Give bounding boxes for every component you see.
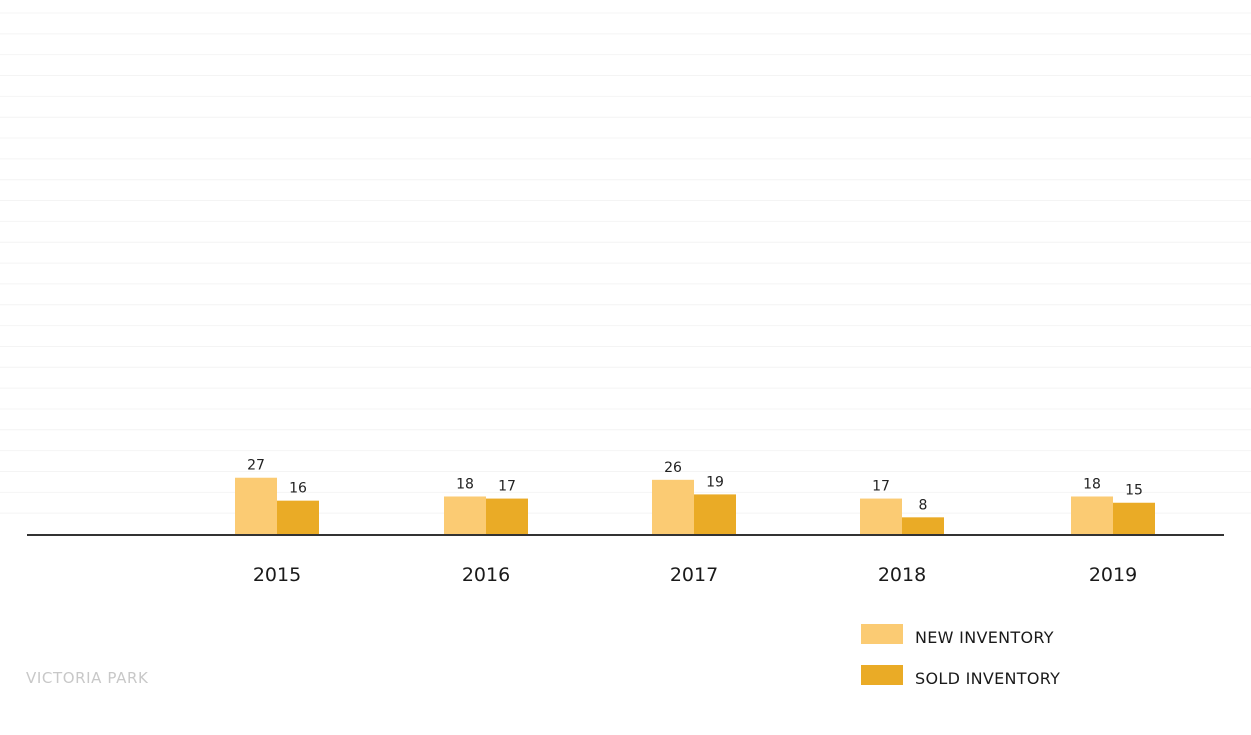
bars	[235, 477, 1155, 534]
data-label-sold-2018: 8	[919, 497, 928, 513]
data-label-new-2015: 27	[247, 458, 265, 474]
bar-new-inventory-2019	[1071, 496, 1113, 534]
data-label-sold-2016: 17	[498, 479, 516, 495]
data-label-new-2019: 18	[1083, 476, 1101, 492]
footer-label: VICTORIA PARK	[26, 669, 149, 687]
bar-new-inventory-2016	[444, 496, 486, 534]
bar-sold-inventory-2017	[694, 494, 736, 534]
data-labels: 27 16 18 17 26 19 17 8 18 15	[247, 458, 1143, 514]
legend-label-new-inventory: NEW INVENTORY	[915, 628, 1054, 647]
x-tick-label-2017: 2017	[670, 564, 718, 586]
data-label-sold-2017: 19	[706, 474, 724, 490]
bar-sold-inventory-2019	[1113, 502, 1155, 534]
legend-swatch-new-inventory	[861, 624, 903, 644]
data-label-sold-2015: 16	[289, 481, 307, 497]
bar-sold-inventory-2018	[902, 517, 944, 534]
bar-sold-inventory-2015	[277, 500, 319, 534]
bar-new-inventory-2017	[652, 479, 694, 534]
data-label-new-2017: 26	[664, 460, 682, 476]
data-label-new-2018: 17	[872, 479, 890, 495]
data-label-new-2016: 18	[456, 476, 474, 492]
x-tick-labels: 2015 2016 2017 2018 2019	[253, 564, 1137, 586]
data-label-sold-2019: 15	[1125, 483, 1143, 499]
x-tick-label-2016: 2016	[462, 564, 510, 586]
x-tick-label-2018: 2018	[878, 564, 926, 586]
gridlines	[0, 12, 1251, 514]
bar-new-inventory-2018	[860, 498, 902, 534]
bar-new-inventory-2015	[235, 477, 277, 534]
bar-sold-inventory-2016	[486, 498, 528, 534]
legend: NEW INVENTORY SOLD INVENTORY	[861, 624, 1060, 688]
x-tick-label-2019: 2019	[1089, 564, 1137, 586]
legend-swatch-sold-inventory	[861, 665, 903, 685]
x-tick-label-2015: 2015	[253, 564, 301, 586]
legend-label-sold-inventory: SOLD INVENTORY	[915, 669, 1060, 688]
